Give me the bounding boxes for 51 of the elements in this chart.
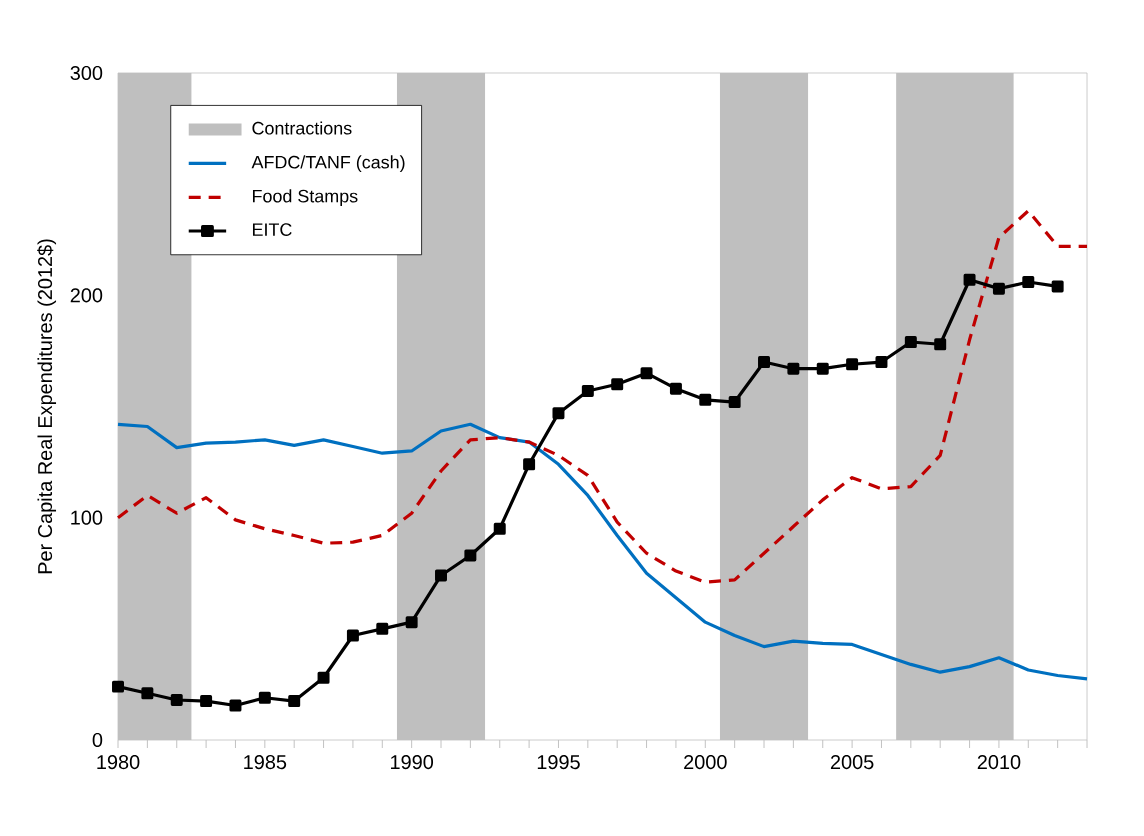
point [200, 695, 213, 708]
y-tick-label: 100 [71, 510, 103, 525]
point [464, 549, 477, 562]
x-tick-label: 2010 [977, 755, 1021, 770]
point [493, 522, 506, 535]
point [317, 671, 330, 684]
point [288, 695, 301, 708]
point [728, 396, 741, 409]
point [141, 687, 154, 700]
x-tick-label: 1995 [537, 755, 580, 770]
x-tick-label: 1985 [244, 755, 287, 770]
band-label: Contractions [252, 121, 352, 135]
point [112, 680, 124, 693]
point [699, 393, 712, 406]
point [992, 282, 1005, 295]
point [846, 358, 859, 371]
y-tick-label: 300 [70, 65, 103, 81]
point [435, 569, 447, 582]
point [229, 699, 242, 712]
x-tick-label: 2000 [684, 755, 727, 770]
legend-label: EITC [252, 223, 292, 236]
point [758, 356, 770, 369]
point [1051, 280, 1064, 293]
point [405, 616, 418, 629]
point [1022, 276, 1035, 288]
point [523, 458, 536, 471]
legend-label: Food Stamps [252, 189, 358, 207]
line-series [116, 422, 1089, 681]
point [170, 693, 183, 706]
x-tick-label: 1990 [391, 755, 434, 770]
point [816, 362, 829, 375]
point [963, 273, 976, 286]
legend-label: AFDC/TANF (cash) [251, 155, 405, 173]
point [258, 691, 271, 704]
point [552, 407, 565, 420]
x-tick-label: 1980 [97, 755, 140, 770]
point [875, 356, 888, 369]
y-axis-title: Per Capita Real Expenditures (2012$) [37, 239, 57, 574]
point [581, 384, 594, 397]
line-series [116, 209, 1089, 584]
y-tick-label: 200 [70, 288, 103, 303]
x-tick-label: 2005 [830, 755, 874, 770]
point [669, 382, 682, 395]
point [787, 362, 800, 375]
point [934, 338, 947, 351]
point [640, 367, 653, 380]
point [611, 378, 624, 391]
point [376, 622, 389, 635]
point [904, 336, 917, 349]
y-tick-label: 0 [92, 732, 103, 748]
point [346, 629, 359, 642]
